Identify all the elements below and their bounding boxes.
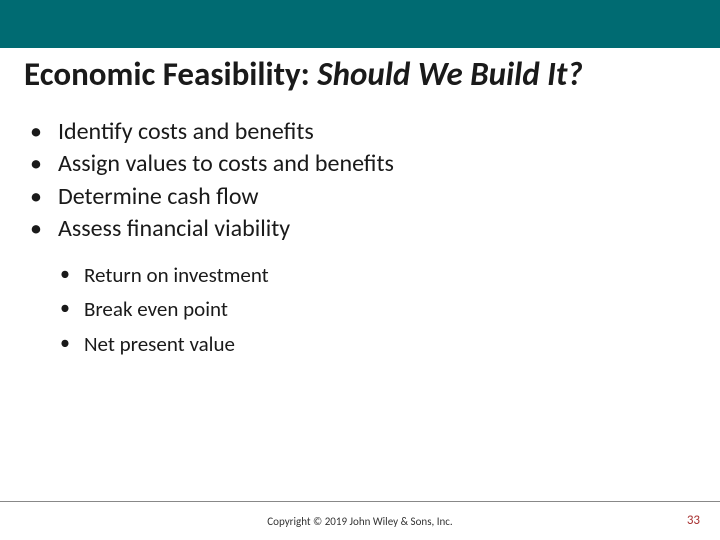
- main-bullet-list: Identify costs and benefits Assign value…: [24, 116, 696, 246]
- sub-bullet-list: Return on investment Break even point Ne…: [24, 258, 696, 362]
- list-item: Return on investment: [60, 258, 696, 293]
- list-item: Assign values to costs and benefits: [30, 148, 696, 180]
- page-number: 33: [687, 513, 700, 528]
- list-item: Assess financial viability: [30, 213, 696, 245]
- title-plain: Economic Feasibility:: [24, 54, 317, 94]
- title-italic: Should We Build It?: [317, 54, 582, 94]
- bullet-text: Assign values to costs and benefits: [58, 148, 394, 180]
- bullet-text: Assess financial viability: [58, 213, 290, 245]
- list-item: Break even point: [60, 292, 696, 327]
- sub-bullet-text: Net present value: [84, 327, 235, 362]
- bullet-text: Identify costs and benefits: [58, 116, 314, 148]
- list-item: Net present value: [60, 327, 696, 362]
- slide-title: Economic Feasibility: Should We Build It…: [24, 56, 696, 94]
- sub-bullet-text: Break even point: [84, 292, 228, 327]
- list-item: Identify costs and benefits: [30, 116, 696, 148]
- slide-content: Economic Feasibility: Should We Build It…: [0, 48, 720, 361]
- copyright-text: Copyright © 2019 John Wiley & Sons, Inc.: [0, 515, 720, 528]
- footer-divider: [0, 501, 720, 502]
- list-item: Determine cash flow: [30, 181, 696, 213]
- sub-bullet-text: Return on investment: [84, 258, 269, 293]
- bullet-text: Determine cash flow: [58, 181, 259, 213]
- header-bar: [0, 0, 720, 48]
